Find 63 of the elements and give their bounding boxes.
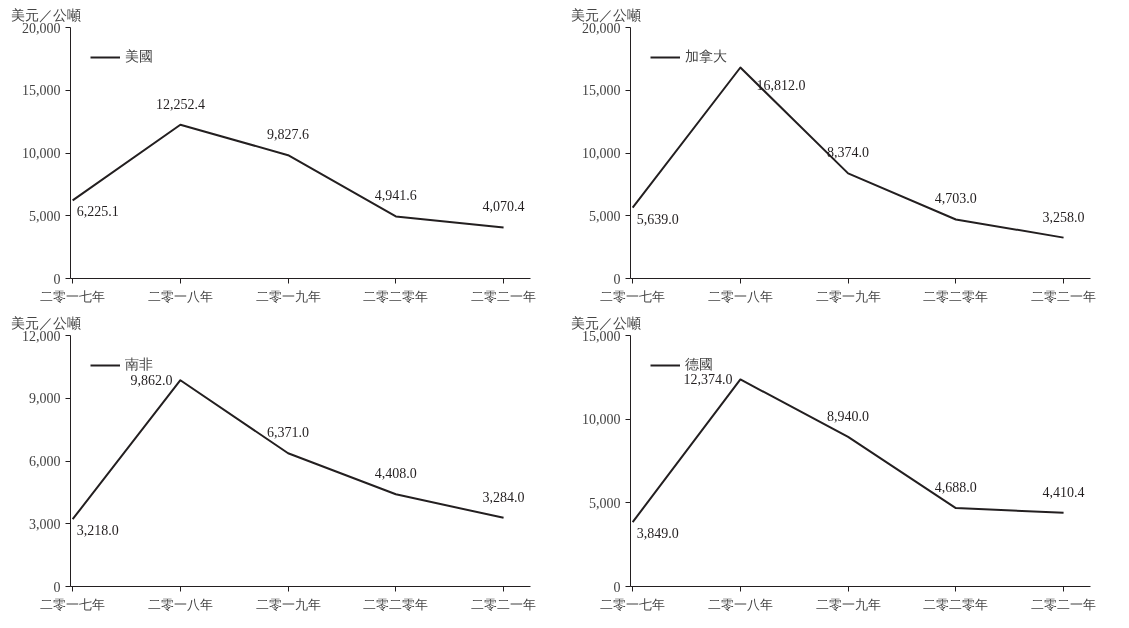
y-tick-label: 5,000 (589, 495, 621, 511)
x-tick-label: 二零一七年 (600, 288, 666, 304)
x-tick-label: 二零二一年 (471, 288, 537, 304)
x-tick-label: 二零二一年 (1031, 288, 1097, 304)
x-tick-label: 二零一九年 (255, 288, 321, 304)
y-tick-label: 10,000 (582, 146, 621, 161)
x-tick-label: 二零二零年 (363, 596, 429, 612)
x-tick-label: 二零一九年 (255, 596, 321, 612)
data-label: 4,688.0 (934, 480, 977, 496)
data-label: 16,812.0 (756, 77, 806, 93)
legend-label: 南非 (125, 356, 153, 374)
x-tick-label: 二零二一年 (471, 596, 537, 612)
y-tick-label: 0 (613, 271, 621, 287)
data-label: 6,225.1 (76, 204, 119, 220)
x-tick-label: 二零一八年 (147, 596, 213, 612)
y-tick-label: 10,000 (22, 146, 61, 161)
y-tick-label: 0 (53, 579, 61, 595)
data-label: 3,284.0 (482, 489, 525, 505)
data-label: 4,941.6 (374, 188, 417, 204)
x-tick-label: 二零一九年 (815, 596, 881, 612)
data-label: 3,849.0 (636, 526, 679, 542)
y-tick-label: 0 (613, 579, 621, 595)
data-label: 9,827.6 (267, 127, 310, 143)
x-tick-label: 二零二一年 (1031, 596, 1097, 612)
data-label: 8,374.0 (827, 145, 870, 161)
data-label: 8,940.0 (827, 408, 870, 424)
y-tick-label: 5,000 (589, 208, 621, 224)
x-tick-label: 二零二零年 (923, 288, 989, 304)
x-tick-label: 二零一八年 (707, 596, 773, 612)
x-tick-label: 二零一八年 (147, 288, 213, 304)
y-axis-title: 美元／公噸 (570, 7, 641, 23)
data-label: 12,374.0 (683, 372, 733, 388)
y-axis-title: 美元／公噸 (10, 7, 81, 23)
data-label: 9,862.0 (130, 373, 173, 389)
x-tick-label: 二零一九年 (815, 288, 881, 304)
data-label: 4,070.4 (482, 199, 525, 215)
x-tick-label: 二零一七年 (40, 288, 106, 304)
y-tick-label: 15,000 (582, 83, 621, 99)
y-tick-label: 10,000 (582, 412, 621, 428)
data-label: 6,371.0 (267, 425, 310, 441)
x-tick-label: 二零一七年 (600, 596, 666, 612)
data-label: 4,408.0 (374, 466, 417, 482)
data-label: 4,703.0 (934, 191, 977, 207)
y-tick-label: 9,000 (29, 391, 61, 407)
x-tick-label: 二零二零年 (923, 596, 989, 612)
y-tick-label: 6,000 (29, 454, 61, 469)
x-tick-label: 二零一七年 (40, 596, 106, 612)
y-axis-title: 美元／公噸 (570, 315, 641, 331)
legend-label: 美國 (125, 48, 153, 66)
legend-label: 加拿大 (685, 48, 727, 66)
legend-label: 德國 (685, 356, 713, 374)
y-tick-label: 3,000 (29, 516, 61, 532)
data-label: 12,252.4 (155, 96, 205, 112)
x-tick-label: 二零二零年 (363, 288, 429, 304)
y-tick-label: 15,000 (22, 83, 61, 99)
y-tick-label: 0 (53, 271, 61, 287)
x-tick-label: 二零一八年 (707, 288, 773, 304)
y-tick-label: 5,000 (29, 208, 61, 224)
data-label: 4,410.4 (1042, 484, 1085, 500)
data-label: 3,258.0 (1042, 209, 1085, 225)
data-label: 5,639.0 (636, 211, 679, 227)
y-axis-title: 美元／公噸 (10, 315, 81, 331)
data-label: 3,218.0 (76, 523, 119, 539)
